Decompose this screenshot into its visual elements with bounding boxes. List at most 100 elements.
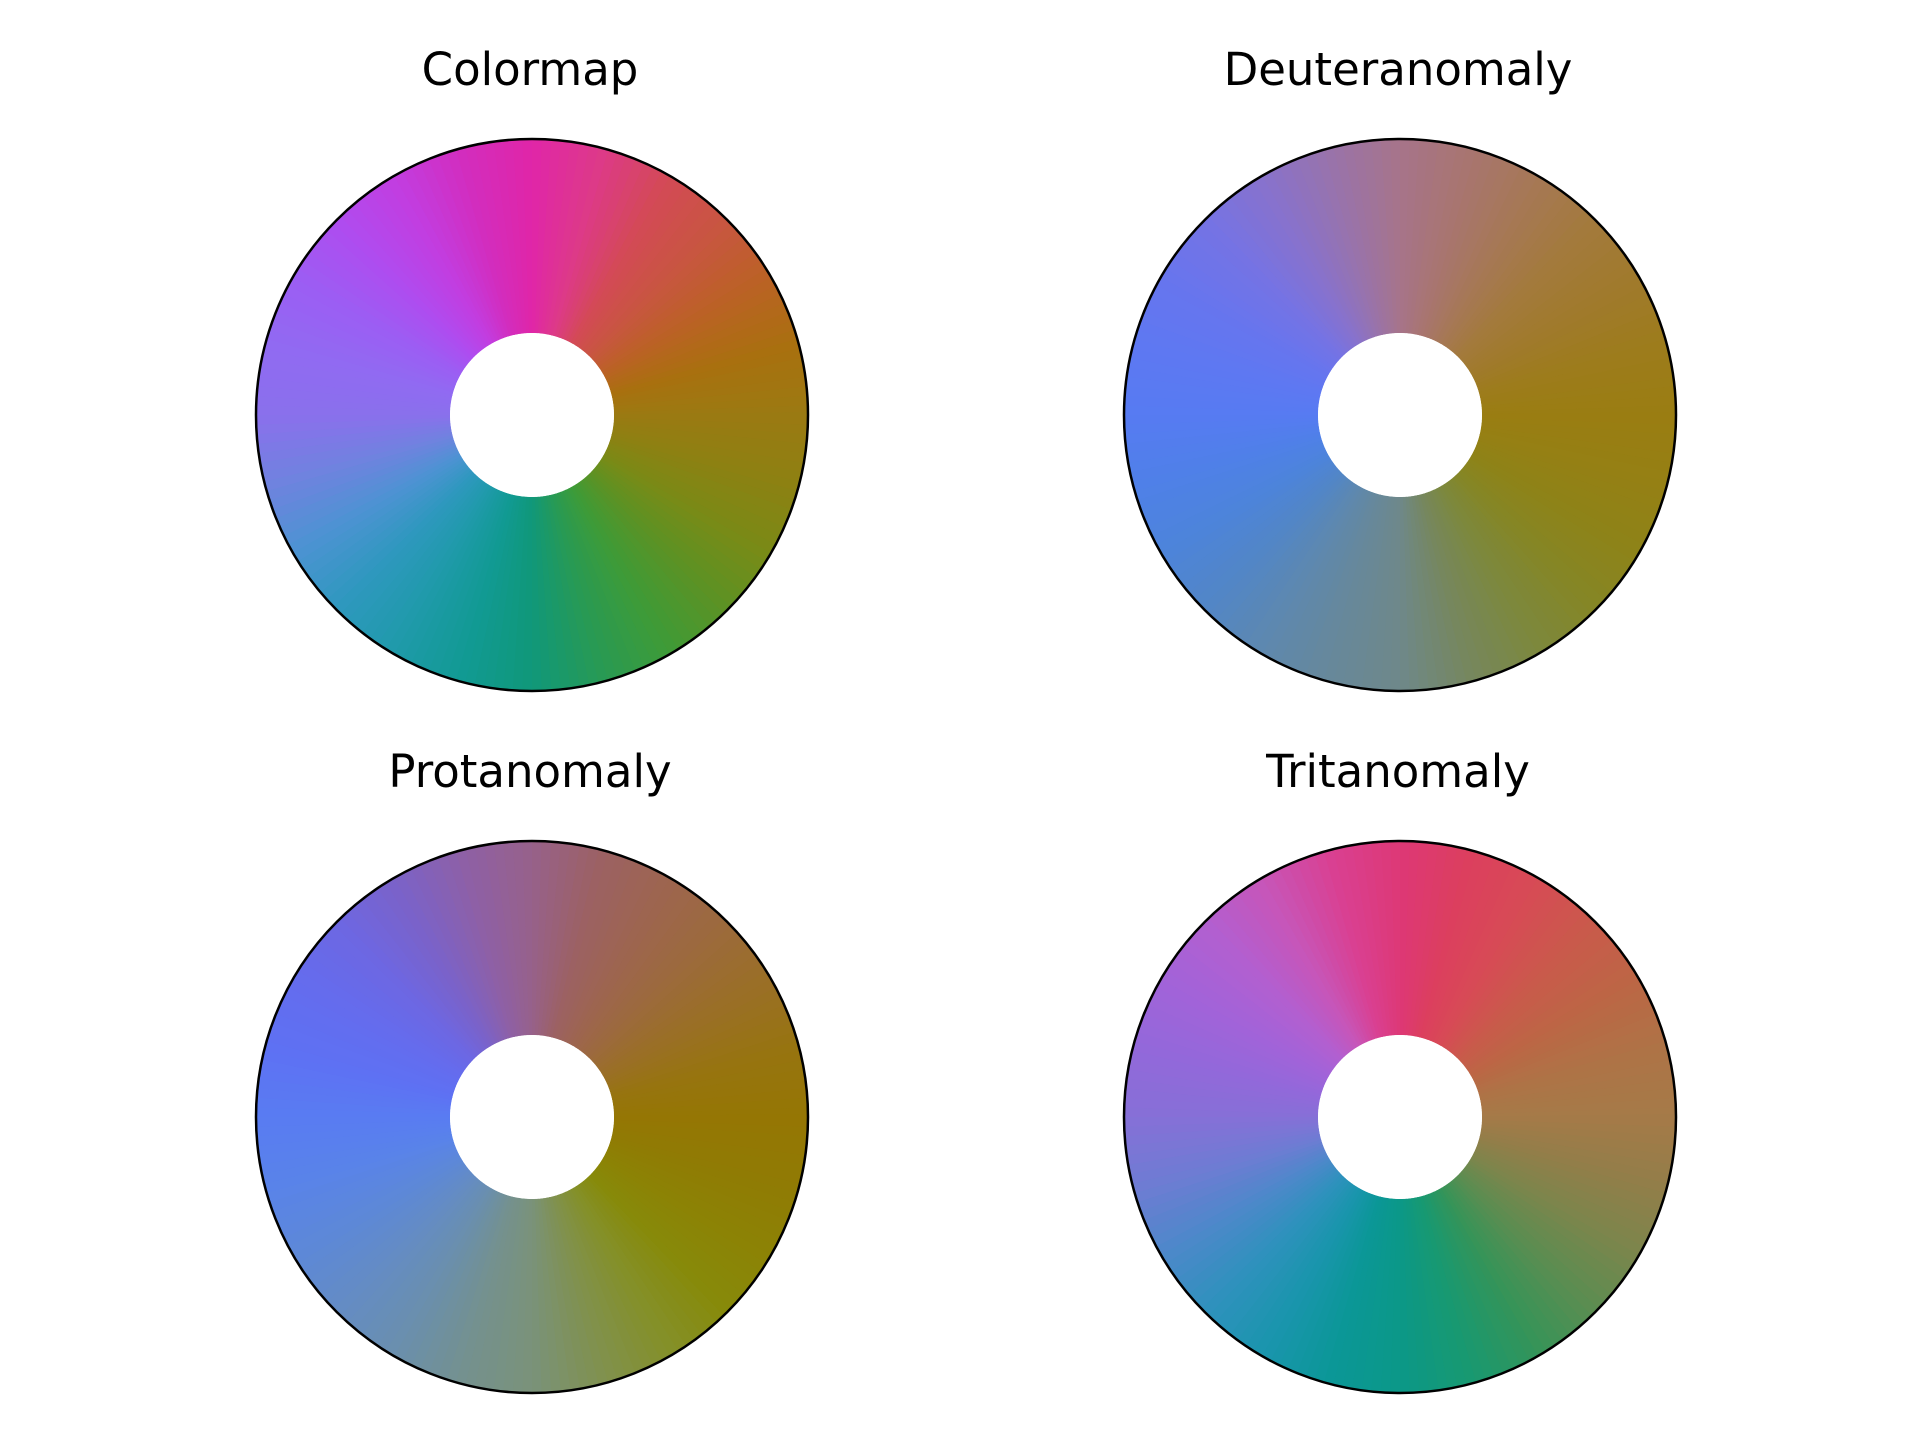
wheel-segment	[1267, 868, 1365, 1046]
wheel-segment	[570, 1187, 673, 1361]
wheel-segment	[1445, 480, 1565, 644]
wheel-segment	[1460, 228, 1612, 363]
wheel-segment	[599, 457, 768, 570]
wheel-segment	[338, 209, 478, 357]
wheel-segment	[318, 932, 472, 1065]
wheel-segment	[597, 250, 761, 370]
wheel-segment	[1464, 242, 1624, 367]
wheel-segment	[1222, 1179, 1351, 1337]
wheel-segment	[609, 436, 799, 501]
wheel-segment	[588, 916, 731, 1061]
wheel-segment	[1427, 154, 1504, 339]
wheel-segment	[503, 1198, 528, 1393]
wheel-segment	[1156, 1155, 1330, 1258]
wheel-segment	[402, 487, 497, 665]
wheel-segment	[613, 1114, 808, 1127]
wheel-segment	[1160, 1158, 1331, 1266]
wheel-segment	[1314, 492, 1379, 682]
wheel-segment	[584, 903, 717, 1057]
wheel-segment	[375, 882, 489, 1050]
wheel-segment	[1194, 1171, 1342, 1311]
panel-colormap: Colormap	[100, 20, 960, 720]
wheel-segment	[564, 161, 653, 342]
wheel-segment	[1438, 485, 1541, 659]
wheel-center-hole	[1318, 333, 1482, 497]
wheel-segment	[1279, 1190, 1368, 1371]
wheel-svg	[254, 137, 810, 693]
wheel-segment	[612, 1130, 805, 1175]
wheel-segment	[324, 925, 474, 1063]
wheel-segment	[574, 179, 687, 348]
wheel-segment	[586, 473, 726, 621]
wheel-segment	[352, 197, 482, 353]
wheel-segment	[1467, 457, 1636, 570]
wheel-segment	[296, 260, 465, 373]
wheel-segment	[1270, 1189, 1365, 1367]
wheel-segment	[586, 1175, 726, 1323]
wheel-segment	[572, 876, 679, 1048]
wheel-segment	[1165, 458, 1333, 572]
deuteranomaly-wheel	[968, 20, 1828, 720]
wheel-segment	[596, 462, 757, 585]
wheel-segment	[1333, 494, 1384, 686]
wheel-segment	[1235, 186, 1355, 350]
wheel-segment	[1126, 367, 1320, 405]
wheel-segment	[599, 960, 767, 1074]
wheel-segment	[1169, 954, 1334, 1072]
wheel-segment	[570, 485, 673, 659]
wheel-segment	[1472, 1152, 1650, 1247]
wheel-segment	[1471, 452, 1646, 553]
wheel-segment	[1481, 1121, 1676, 1146]
wheel-segment	[256, 386, 451, 411]
wheel-segment	[326, 1171, 474, 1311]
wheel-segment	[1169, 252, 1334, 370]
wheel-segment	[1199, 216, 1344, 359]
wheel-segment	[1296, 491, 1373, 676]
wheel-segment	[383, 175, 491, 346]
wheel-segment	[579, 892, 702, 1053]
wheel-segment	[1125, 376, 1319, 408]
wheel-segment	[556, 853, 627, 1040]
wheel-segment	[1213, 203, 1348, 355]
wheel-segment	[605, 291, 785, 382]
wheel-segment	[369, 1183, 487, 1348]
wheel-segment	[347, 475, 480, 629]
wheel-segment	[1235, 888, 1355, 1052]
wheel-segment	[559, 154, 636, 339]
wheel-center-hole	[450, 333, 614, 497]
wheel-segment	[1171, 1162, 1335, 1282]
wheel-segment	[261, 348, 453, 399]
wheel-segment	[1180, 237, 1338, 366]
wheel-segment	[1296, 1193, 1373, 1378]
wheel-segment	[377, 482, 490, 651]
wheel-segment	[1131, 1040, 1322, 1098]
wheel-segment	[1371, 1198, 1396, 1393]
wheel-segment	[1151, 450, 1329, 548]
wheel-segment	[1462, 1166, 1620, 1295]
wheel-segment	[259, 1059, 452, 1104]
wheel-segment	[545, 844, 590, 1037]
wheel-segment	[283, 1152, 461, 1250]
wheel-segment	[561, 158, 645, 341]
wheel-segment	[1473, 447, 1654, 536]
wheel-segment	[1154, 277, 1329, 378]
wheel-segment	[1443, 1184, 1557, 1352]
wheel-segment	[1371, 496, 1396, 691]
panel-title: Colormap	[421, 43, 639, 96]
panel-title: Tritanomaly	[1266, 745, 1530, 798]
wheel-segment	[565, 1190, 656, 1370]
wheel-segment	[1160, 456, 1331, 564]
wheel-segment	[567, 486, 665, 664]
wheel-segment	[1480, 1127, 1674, 1165]
wheel-segment	[590, 221, 738, 361]
wheel-segment	[1188, 1169, 1340, 1304]
wheel-segment	[259, 357, 452, 402]
wheel-segment	[1220, 197, 1350, 353]
wheel-segment	[1390, 1198, 1403, 1393]
wheel-segment	[1243, 882, 1357, 1050]
wheel-segment	[437, 1194, 508, 1381]
wheel-segment	[590, 469, 740, 607]
wheel-segment	[394, 486, 495, 661]
wheel-segment	[297, 1160, 465, 1274]
wheel-segment	[1279, 488, 1368, 669]
